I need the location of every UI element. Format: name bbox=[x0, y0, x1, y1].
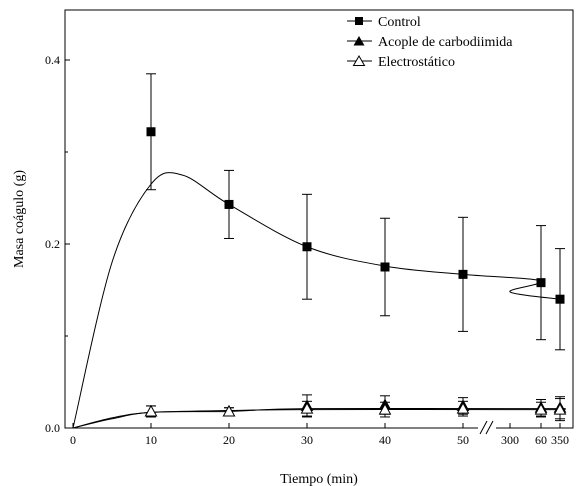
fit-curves bbox=[72, 172, 566, 429]
x-tick-label: 10 bbox=[145, 433, 157, 447]
data-point-control bbox=[458, 269, 468, 279]
legend-label-electrostatico: Electrostático bbox=[378, 55, 455, 70]
axis-ticks: 0 10 20 30 40 50 60 300 350 0.0 0.2 0.4 bbox=[45, 53, 569, 447]
data-point-electrostatico bbox=[534, 403, 548, 415]
y-tick-label: 0.0 bbox=[45, 421, 60, 435]
x-tick-label: 350 bbox=[551, 433, 569, 447]
y-tick-label: 0.2 bbox=[45, 237, 60, 251]
x-tick-label: 40 bbox=[379, 433, 391, 447]
data-point-control bbox=[302, 242, 312, 252]
legend-marker-control bbox=[355, 17, 363, 25]
legend: Control Acople de carbodiimida Electrost… bbox=[347, 15, 513, 70]
legend-item-electrostatico: Electrostático bbox=[347, 55, 455, 70]
legend-marker-carbodiimida bbox=[353, 36, 365, 46]
x-tick-label: 300 bbox=[501, 433, 519, 447]
data-point-control bbox=[555, 294, 565, 304]
data-point-electrostatico bbox=[456, 402, 470, 414]
x-axis-break bbox=[478, 420, 496, 435]
data-point-control bbox=[146, 127, 156, 137]
y-tick-label: 0.4 bbox=[45, 53, 60, 67]
error-bars bbox=[146, 73, 565, 422]
data-point-electrostatico bbox=[222, 404, 236, 417]
x-tick-label: 30 bbox=[301, 433, 313, 447]
x-tick-label: 60 bbox=[535, 433, 547, 447]
x-tick-label: 0 bbox=[70, 433, 76, 447]
data-point-electrostatico bbox=[144, 404, 158, 417]
plot-frame bbox=[64, 9, 574, 429]
data-point-control bbox=[224, 199, 234, 209]
data-point-control bbox=[536, 278, 546, 288]
fit-curve-control bbox=[72, 172, 561, 429]
data-point-electrostatico bbox=[553, 403, 567, 415]
data-points bbox=[144, 127, 567, 417]
legend-label-carbodiimida: Acople de carbodiimida bbox=[378, 35, 513, 50]
legend-label-control: Control bbox=[378, 15, 421, 30]
legend-item-control: Control bbox=[347, 15, 421, 30]
x-axis-title: Tiempo (min) bbox=[280, 472, 358, 486]
legend-item-carbodiimida: Acople de carbodiimida bbox=[347, 35, 513, 50]
data-point-electrostatico bbox=[300, 402, 314, 414]
x-tick-label: 50 bbox=[457, 433, 469, 447]
data-point-electrostatico bbox=[378, 403, 392, 415]
legend-marker-electrostatico bbox=[352, 55, 366, 66]
y-axis-title: Masa coágulo (g) bbox=[12, 170, 27, 268]
x-tick-label: 20 bbox=[223, 433, 235, 447]
data-point-control bbox=[380, 262, 390, 272]
